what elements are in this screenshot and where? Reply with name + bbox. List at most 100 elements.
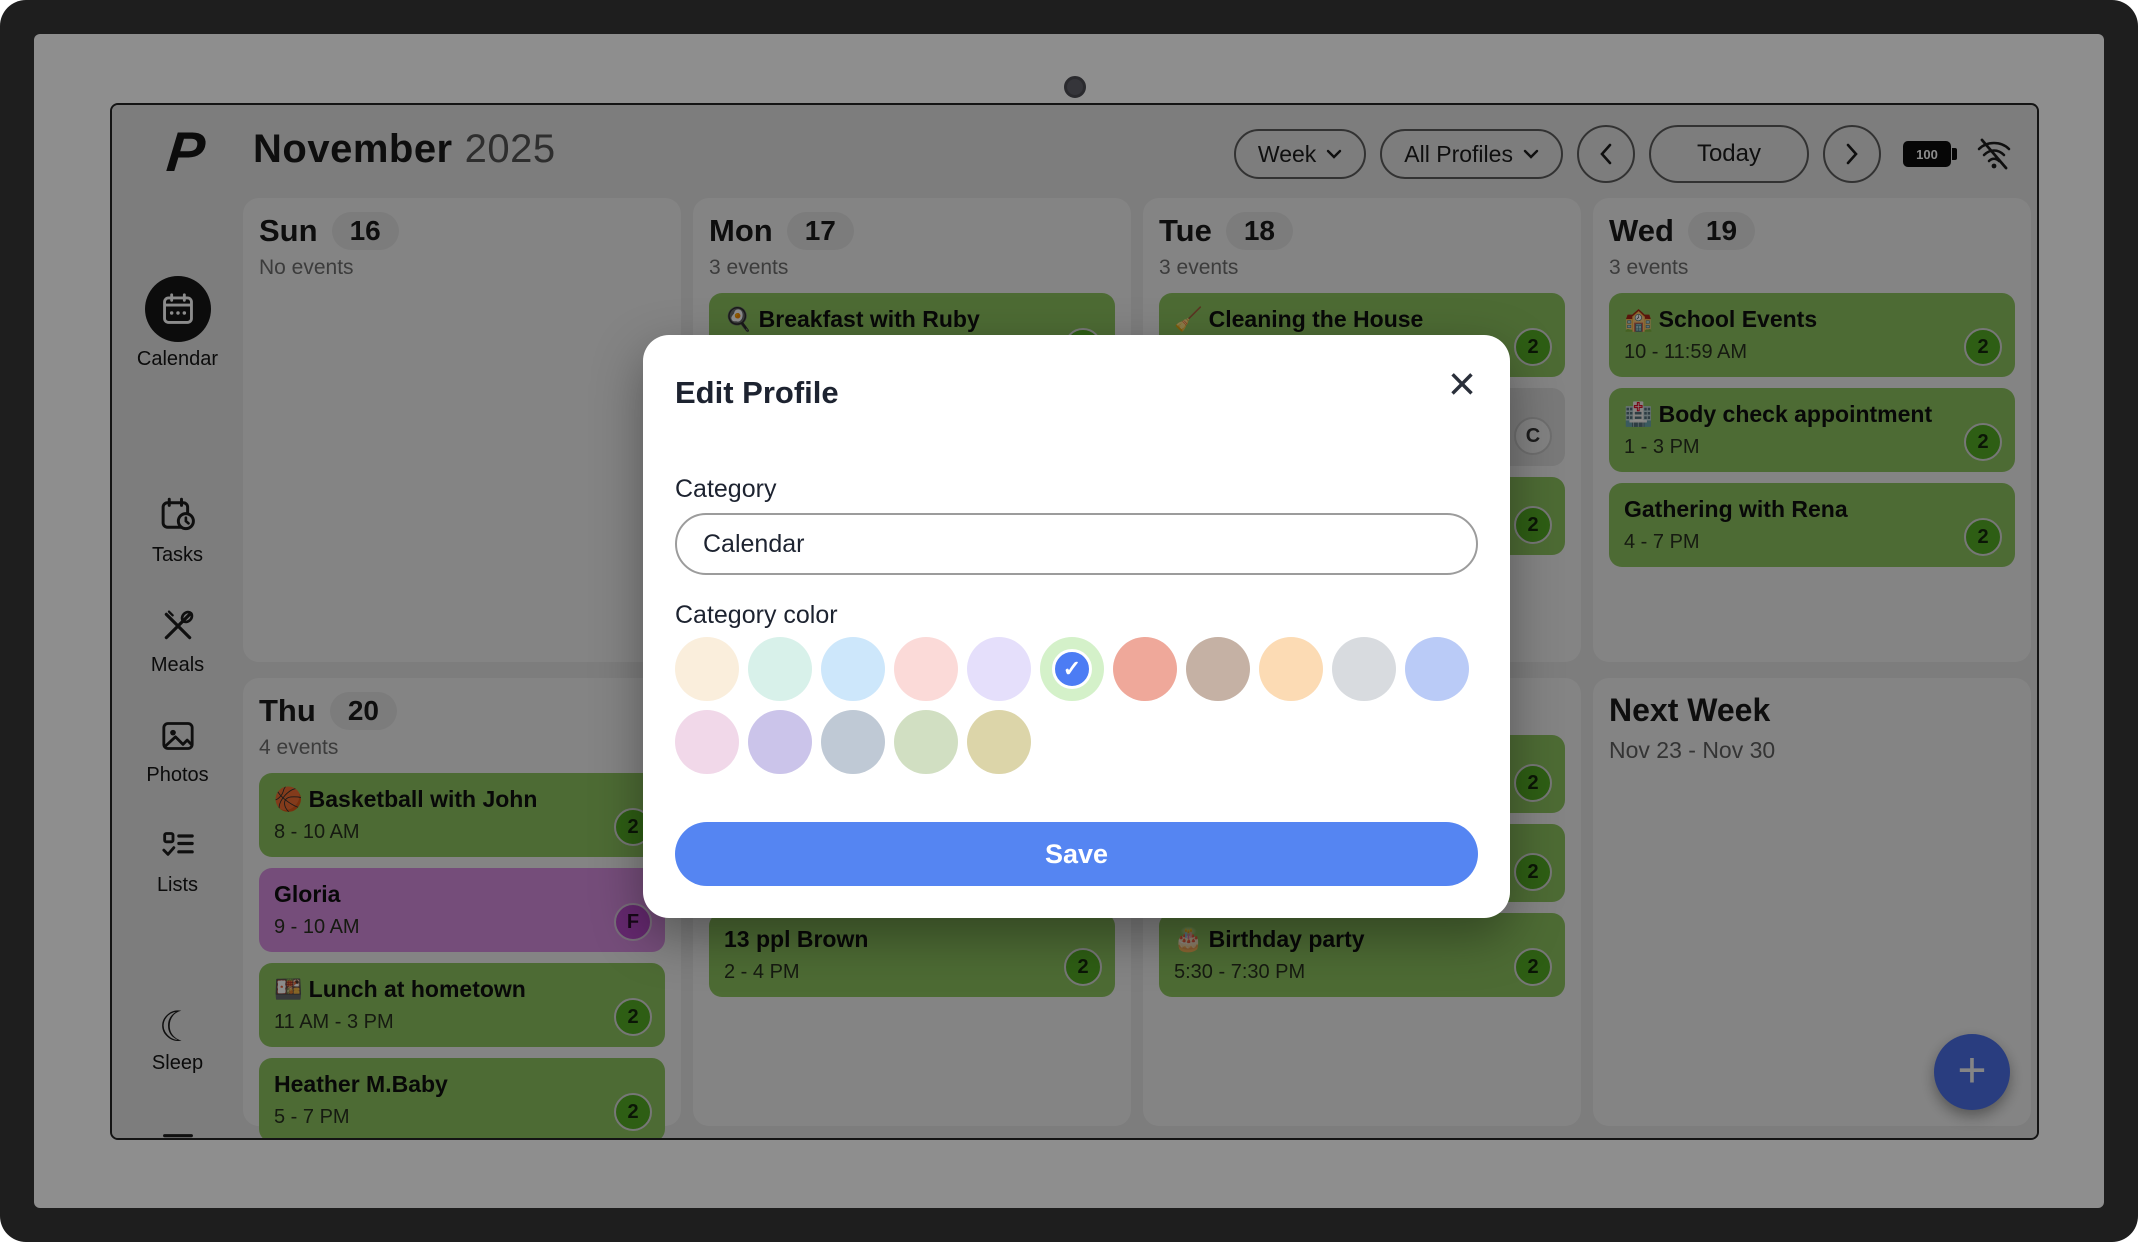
chevron-down-icon	[1326, 149, 1342, 159]
sidebar-item-calendar[interactable]: Calendar	[112, 276, 243, 371]
color-swatch[interactable]	[967, 637, 1031, 701]
event-title: Birthday party	[1208, 926, 1365, 952]
save-button[interactable]: Save	[675, 822, 1478, 886]
sidebar-item-photos[interactable]: Photos	[112, 716, 243, 787]
event-emoji: 🏥	[1624, 401, 1653, 427]
header-controls: Week All Profiles	[1233, 125, 2013, 183]
event-time: 9 - 10 AM	[274, 916, 360, 938]
sidebar-label: Lists	[156, 874, 199, 896]
color-swatch[interactable]	[675, 710, 739, 774]
event-title: Breakfast with Ruby	[758, 306, 980, 332]
event-time: 2 - 4 PM	[724, 961, 800, 983]
day-header: Thu 20	[259, 692, 665, 730]
event-card[interactable]: 🏀 Basketball with John 8 - 10 AM 2	[259, 773, 665, 857]
color-swatch[interactable]	[821, 710, 885, 774]
utensils-icon	[112, 606, 243, 646]
edit-profile-modal: Edit Profile × Category Category color ✓	[643, 335, 1510, 918]
color-swatch[interactable]	[1405, 637, 1469, 701]
event-title: Gloria	[274, 881, 341, 907]
next-week-button[interactable]	[1823, 125, 1881, 183]
event-time: 5:30 - 7:30 PM	[1174, 961, 1306, 983]
close-icon[interactable]: ×	[1447, 358, 1476, 411]
event-title: Cleaning the House	[1208, 306, 1424, 332]
event-card[interactable]: 🍱 Lunch at hometown 11 AM - 3 PM 2	[259, 963, 665, 1047]
calendar-app-window: P November 2025 Week All Profiles	[110, 103, 2039, 1140]
color-swatch[interactable]	[748, 710, 812, 774]
event-card[interactable]: 🎂 Birthday party 5:30 - 7:30 PM 2	[1159, 913, 1565, 997]
event-card[interactable]: 13 ppl Brown 2 - 4 PM 2	[709, 913, 1115, 997]
event-card[interactable]: Heather M.Baby 5 - 7 PM 2	[259, 1058, 665, 1138]
event-card[interactable]: Gloria 9 - 10 AM F	[259, 868, 665, 952]
color-swatch[interactable]	[1186, 637, 1250, 701]
sidebar-label: Photos	[146, 764, 209, 786]
event-badge: 2	[1064, 948, 1102, 986]
category-input[interactable]	[675, 513, 1478, 575]
event-count: 4 events	[259, 736, 339, 759]
view-select[interactable]: Week	[1233, 129, 1367, 179]
event-badge: 2	[1514, 853, 1552, 891]
event-title: Lunch at hometown	[308, 976, 526, 1002]
color-swatch[interactable]	[894, 637, 958, 701]
event-badge: 2	[614, 998, 652, 1036]
color-swatch[interactable]	[894, 710, 958, 774]
sidebar-item-tasks[interactable]: Tasks	[112, 494, 243, 567]
chevron-down-icon	[1523, 149, 1539, 159]
event-badge: 2	[1514, 764, 1552, 802]
event-card[interactable]: 🏫 School Events 10 - 11:59 AM 2	[1609, 293, 2015, 377]
event-title: 13 ppl Brown	[724, 926, 869, 952]
event-time: 1 - 3 PM	[1624, 436, 1700, 458]
event-badge: C	[1514, 417, 1552, 455]
sidebar-item-settings[interactable]: Settings	[112, 1124, 243, 1138]
day-header: Mon 17	[709, 212, 1115, 250]
profiles-select[interactable]: All Profiles	[1380, 129, 1563, 179]
event-title: Basketball with John	[308, 786, 538, 812]
sidebar-item-meals[interactable]: Meals	[112, 606, 243, 677]
color-swatch[interactable]	[1113, 637, 1177, 701]
day-date-badge: 17	[786, 212, 854, 250]
color-swatch[interactable]	[675, 637, 739, 701]
event-title: Heather M.Baby	[274, 1071, 448, 1097]
sidebar-item-sleep[interactable]: ☾ Sleep	[112, 1006, 243, 1075]
color-swatch-selected[interactable]: ✓	[1040, 637, 1104, 701]
color-swatch[interactable]	[967, 710, 1031, 774]
color-swatch[interactable]	[821, 637, 885, 701]
day-header: Sun 16	[259, 212, 665, 250]
day-name: Mon	[709, 213, 773, 248]
event-badge: 2	[1514, 328, 1552, 366]
check-icon: ✓	[1052, 649, 1092, 689]
event-title: Body check appointment	[1658, 401, 1933, 427]
moon-icon: ☾	[158, 1003, 197, 1050]
category-label: Category	[675, 475, 777, 503]
add-event-fab[interactable]: +	[1934, 1034, 2010, 1110]
battery-icon: 100	[1903, 141, 1957, 167]
day-date-badge: 20	[329, 692, 397, 730]
event-emoji: 🧹	[1174, 306, 1203, 332]
category-color-label: Category color	[675, 601, 838, 629]
today-button[interactable]: Today	[1648, 125, 1809, 183]
day-name: Thu	[259, 693, 316, 728]
event-card[interactable]: Gathering with Rena 4 - 7 PM 2	[1609, 483, 2015, 567]
event-badge: F	[614, 903, 652, 941]
event-time: 10 - 11:59 AM	[1624, 341, 1748, 363]
event-badge: 2	[1964, 518, 2002, 556]
today-button-label: Today	[1696, 140, 1761, 167]
day-name: Wed	[1609, 213, 1674, 248]
color-swatch[interactable]	[1332, 637, 1396, 701]
event-count: No events	[259, 256, 354, 279]
event-card[interactable]: 🏥 Body check appointment 1 - 3 PM 2	[1609, 388, 2015, 472]
day-date-badge: 19	[1687, 212, 1756, 250]
checklist-icon	[112, 826, 243, 866]
event-count: 3 events	[1609, 256, 1689, 279]
month-label: November	[253, 127, 453, 171]
color-swatch[interactable]	[748, 637, 812, 701]
sidebar-item-lists[interactable]: Lists	[112, 826, 243, 897]
event-count: 3 events	[709, 256, 789, 279]
event-badge: 2	[1514, 506, 1552, 544]
event-emoji: 🍱	[274, 976, 303, 1002]
prev-week-button[interactable]	[1576, 125, 1635, 183]
color-swatch[interactable]	[1259, 637, 1323, 701]
event-title: School Events	[1658, 306, 1818, 332]
camera-dot	[1064, 76, 1086, 98]
day-name: Sun	[259, 213, 318, 248]
